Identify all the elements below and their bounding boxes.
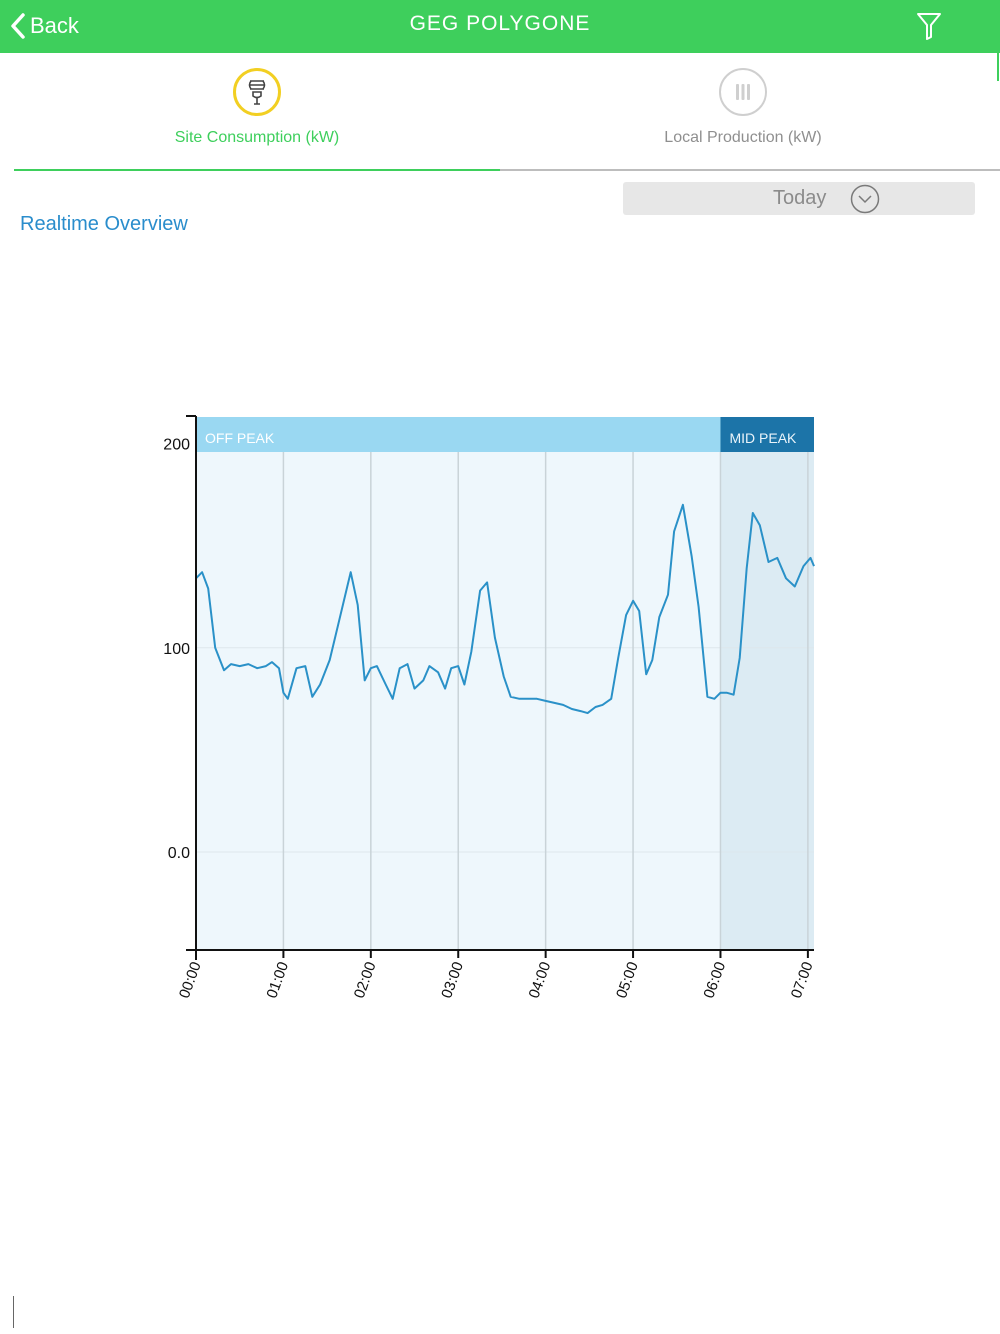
back-label: Back (30, 13, 79, 38)
tab-divider (500, 169, 1000, 171)
filter-icon (916, 13, 942, 45)
x-tick-label: 04:00 (526, 960, 555, 1001)
period-label: Today (773, 187, 827, 209)
x-tick-label: 06:00 (700, 960, 729, 1001)
chart-canvas: OFF PEAK MID PEAK 0.0 100 200 00:00 01:00 02:00… (163, 415, 817, 1001)
band-label: MID PEAK (729, 430, 797, 446)
tab-site-consumption[interactable]: Site Consumption (kW) (14, 66, 500, 170)
period-select[interactable]: Today (623, 182, 975, 215)
x-tick-label: 05:00 (613, 960, 642, 1001)
band-label: OFF PEAK (205, 430, 275, 446)
x-tick-label: 01:00 (263, 960, 292, 1001)
tab-local-production[interactable]: Local Production (kW) (500, 66, 986, 170)
chevron-left-icon (10, 12, 26, 40)
y-tick-label: 100 (163, 641, 190, 658)
band-header (196, 417, 721, 452)
band-header (720, 417, 814, 452)
back-button[interactable]: Back (10, 8, 79, 44)
tab-label: Site Consumption (kW) (174, 129, 340, 146)
corner-mark (13, 1296, 14, 1328)
series-line (195, 503, 815, 715)
edge-marker (997, 53, 999, 81)
x-tick-label: 07:00 (788, 960, 817, 1001)
lightbulb-icon (233, 68, 281, 116)
active-tab-indicator (14, 169, 500, 171)
x-tick-label: 02:00 (351, 960, 380, 1001)
chevron-down-icon (850, 184, 880, 219)
y-tick-label: 200 (163, 437, 190, 454)
page-title: GEG POLYGONE (409, 12, 591, 35)
x-tick-label: 03:00 (438, 960, 467, 1001)
tab-label: Local Production (kW) (664, 129, 822, 146)
consumption-chart: OFF PEAK MID PEAK 0.0 100 200 00:00 01:00 02:00… (140, 405, 840, 1030)
y-tick-label: 0.0 (168, 845, 190, 862)
section-title: Realtime Overview (20, 213, 188, 235)
x-tick-label: 00:00 (176, 960, 205, 1001)
app-header: Back GEG POLYGONE (0, 0, 1000, 53)
filter-button[interactable] (916, 11, 942, 46)
production-icon (719, 68, 767, 116)
